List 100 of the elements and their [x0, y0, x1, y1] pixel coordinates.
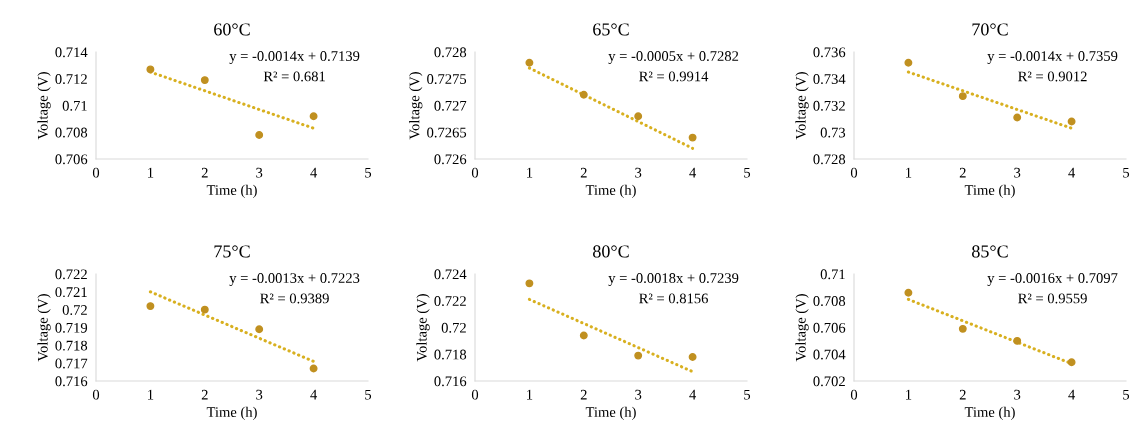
y-tick-label: 0.71 [820, 269, 845, 280]
point [146, 65, 155, 74]
point [1067, 117, 1076, 126]
point [525, 58, 534, 67]
x-axis-title: Time (h) [585, 184, 636, 198]
x-tick-label: 3 [635, 167, 642, 178]
x-axis-title: Time (h) [964, 184, 1015, 198]
y-tick-label: 0.71 [62, 100, 87, 111]
x-axis-title: Time (h) [206, 406, 257, 420]
x-tick-label: 5 [365, 167, 372, 178]
x-tick-label: 0 [850, 389, 858, 400]
x-tick-label: 3 [635, 389, 642, 400]
y-tick-label: 0.722 [434, 296, 466, 307]
x-tick-label: 1 [148, 389, 154, 400]
y-tick-label: 0.704 [813, 349, 846, 360]
x-tick-label: 5 [744, 167, 751, 178]
y-tick-label: 0.726 [434, 154, 467, 165]
point [579, 331, 588, 340]
y-tick-label: 0.708 [813, 296, 846, 307]
annotation: R² = 0.681 [263, 71, 325, 82]
point [200, 305, 209, 314]
x-tick-label: 2 [201, 389, 208, 400]
y-tick-label: 0.7265 [427, 127, 467, 138]
chart-title: 75°C [214, 245, 250, 258]
y-axis-title: Voltage (V) [795, 294, 809, 362]
y-tick-label: 0.708 [55, 127, 88, 138]
point [1013, 113, 1022, 122]
x-axis-title: Time (h) [585, 406, 636, 420]
point [579, 90, 588, 99]
y-tick-label: 0.72 [62, 305, 87, 315]
y-tick-label: 0.72 [441, 322, 466, 333]
annotation: y = -0.0016x + 0.7097 [987, 273, 1118, 286]
x-tick-label: 1 [527, 167, 533, 178]
x-tick-label: 1 [906, 389, 912, 400]
y-tick-label: 0.732 [813, 100, 845, 111]
point [1067, 358, 1076, 367]
y-tick-label: 0.712 [55, 74, 87, 85]
annotation: R² = 0.9559 [1018, 293, 1087, 304]
annotation: R² = 0.9012 [1018, 71, 1087, 82]
point [309, 112, 318, 121]
point [1013, 336, 1022, 345]
x-tick-label: 5 [744, 389, 751, 400]
y-tick-label: 0.718 [434, 349, 467, 360]
x-tick-label: 2 [580, 167, 587, 178]
x-tick-label: 3 [256, 167, 263, 178]
y-axis-title: Voltage (V) [37, 294, 51, 362]
x-tick-label: 4 [1068, 167, 1076, 178]
x-tick-label: 4 [689, 167, 697, 178]
y-axis-title: Voltage (V) [37, 72, 51, 140]
point [958, 92, 967, 101]
chart-title: 85°C [972, 245, 1008, 258]
chart-title: 70°C [972, 23, 1008, 36]
y-axis-title: Voltage (V) [795, 72, 809, 140]
point [634, 112, 643, 121]
y-tick-label: 0.717 [55, 358, 88, 369]
annotation: y = -0.0018x + 0.7239 [608, 273, 739, 286]
y-tick-label: 0.721 [55, 287, 87, 298]
x-tick-label: 3 [1014, 389, 1021, 400]
y-tick-label: 0.724 [434, 269, 467, 280]
x-tick-label: 2 [959, 389, 966, 400]
annotation: y = -0.0014x + 0.7139 [229, 51, 360, 64]
y-tick-label: 0.727 [434, 100, 467, 111]
x-tick-label: 0 [471, 167, 479, 178]
x-tick-label: 1 [906, 167, 912, 178]
x-tick-label: 3 [1014, 167, 1021, 178]
annotation: y = -0.0005x + 0.7282 [608, 51, 739, 64]
y-tick-label: 0.728 [813, 154, 846, 165]
y-tick-label: 0.718 [55, 340, 88, 351]
point [309, 364, 318, 373]
annotation: R² = 0.8156 [639, 293, 708, 304]
point [255, 325, 264, 334]
x-tick-label: 3 [256, 389, 263, 400]
x-tick-label: 2 [580, 389, 587, 400]
x-tick-label: 0 [92, 167, 100, 178]
x-tick-label: 1 [527, 389, 533, 400]
y-tick-label: 0.7275 [427, 74, 467, 85]
chart-title: 65°C [593, 23, 629, 36]
point [200, 76, 209, 85]
x-tick-label: 4 [1068, 389, 1076, 400]
y-tick-label: 0.73 [820, 127, 846, 138]
point [688, 133, 697, 142]
x-tick-label: 2 [959, 167, 966, 178]
y-tick-label: 0.702 [813, 376, 845, 387]
annotation: R² = 0.9914 [639, 71, 709, 82]
y-tick-label: 0.722 [55, 269, 87, 280]
y-tick-label: 0.714 [55, 47, 88, 58]
y-tick-label: 0.719 [55, 322, 88, 333]
x-tick-label: 5 [1123, 389, 1130, 400]
annotation: R² = 0.9389 [260, 293, 329, 304]
point [634, 351, 643, 360]
x-tick-label: 5 [1123, 167, 1130, 178]
x-axis-title: Time (h) [206, 184, 257, 198]
point [958, 324, 967, 333]
y-tick-label: 0.736 [813, 47, 846, 58]
point [525, 279, 534, 288]
x-tick-label: 4 [310, 167, 318, 178]
y-tick-label: 0.706 [55, 154, 88, 165]
x-tick-label: 5 [365, 389, 372, 400]
x-tick-label: 1 [148, 167, 154, 178]
x-tick-label: 2 [201, 167, 208, 178]
